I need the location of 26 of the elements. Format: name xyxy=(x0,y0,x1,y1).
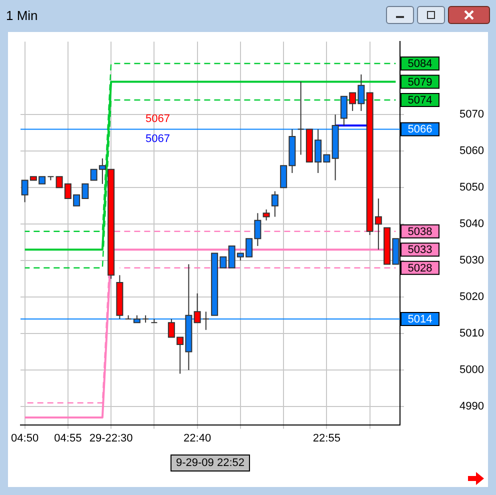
y-tick-label: 5020 xyxy=(460,291,484,304)
y-tick-label: 5030 xyxy=(460,254,484,267)
data-label: 5079 xyxy=(408,76,432,88)
y-tick-label: 4990 xyxy=(460,400,484,413)
annotation: 5067 xyxy=(146,133,170,146)
ref-line-label: 5014 xyxy=(408,313,432,326)
y-tick-label: 5000 xyxy=(460,364,484,376)
x-tick-label: 04:55 xyxy=(54,432,82,444)
data-label: 5033 xyxy=(408,244,432,256)
x-tick-label: 04:50 xyxy=(11,432,39,444)
y-tick-label: 5050 xyxy=(460,182,484,194)
ref-line-label: 5066 xyxy=(408,124,432,136)
annotation: 5067 xyxy=(146,113,170,126)
x-tick-label: 22:40 xyxy=(184,432,212,444)
x-tick-label: 29-22:30 xyxy=(89,432,133,444)
y-tick-label: 5070 xyxy=(460,108,484,121)
y-tick-label: 5060 xyxy=(460,145,484,158)
data-label: 5028 xyxy=(408,262,432,274)
x-tick-label: 22:55 xyxy=(312,432,340,444)
text: 9-29-09 22:52 xyxy=(176,457,244,470)
y-tick-label: 5040 xyxy=(460,218,484,230)
chart-title: 1 Min xyxy=(6,8,39,22)
data-label: 5084 xyxy=(408,58,432,70)
data-label: 5074 xyxy=(408,94,432,107)
data-label: 5038 xyxy=(408,226,432,238)
y-tick-label: 5010 xyxy=(460,328,484,340)
